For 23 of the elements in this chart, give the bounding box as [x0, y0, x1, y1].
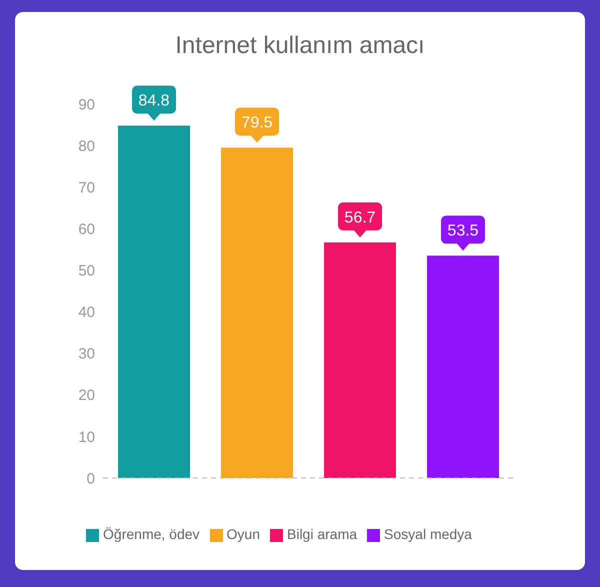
y-tick-label: 10	[78, 428, 95, 446]
legend-label: Oyun	[226, 526, 260, 542]
y-tick-label: 80	[78, 138, 95, 155]
data-label: 56.7	[344, 209, 376, 226]
y-tick-label: 70	[78, 179, 95, 196]
y-tick-label: 90	[78, 96, 95, 114]
y-tick-label: 40	[78, 304, 95, 322]
legend-label: Öğrenme, ödev	[103, 526, 200, 542]
chart-title: Internet kullanım amacı	[174, 32, 426, 61]
bar	[221, 148, 293, 478]
data-label: 84.8	[138, 92, 170, 110]
bar	[427, 256, 499, 478]
data-label: 53.5	[447, 222, 479, 240]
legend-label: Bilgi arama	[287, 526, 358, 542]
y-tick-label: 50	[78, 262, 95, 280]
legend-label: Sosyal medya	[384, 526, 472, 542]
y-tick-label: 30	[78, 346, 95, 363]
bar	[324, 242, 396, 478]
y-tick-label: 60	[78, 220, 95, 238]
data-label: 79.5	[241, 114, 273, 132]
bar	[118, 126, 190, 478]
y-tick-label: 20	[78, 387, 95, 404]
y-tick-label: 0	[86, 470, 95, 488]
